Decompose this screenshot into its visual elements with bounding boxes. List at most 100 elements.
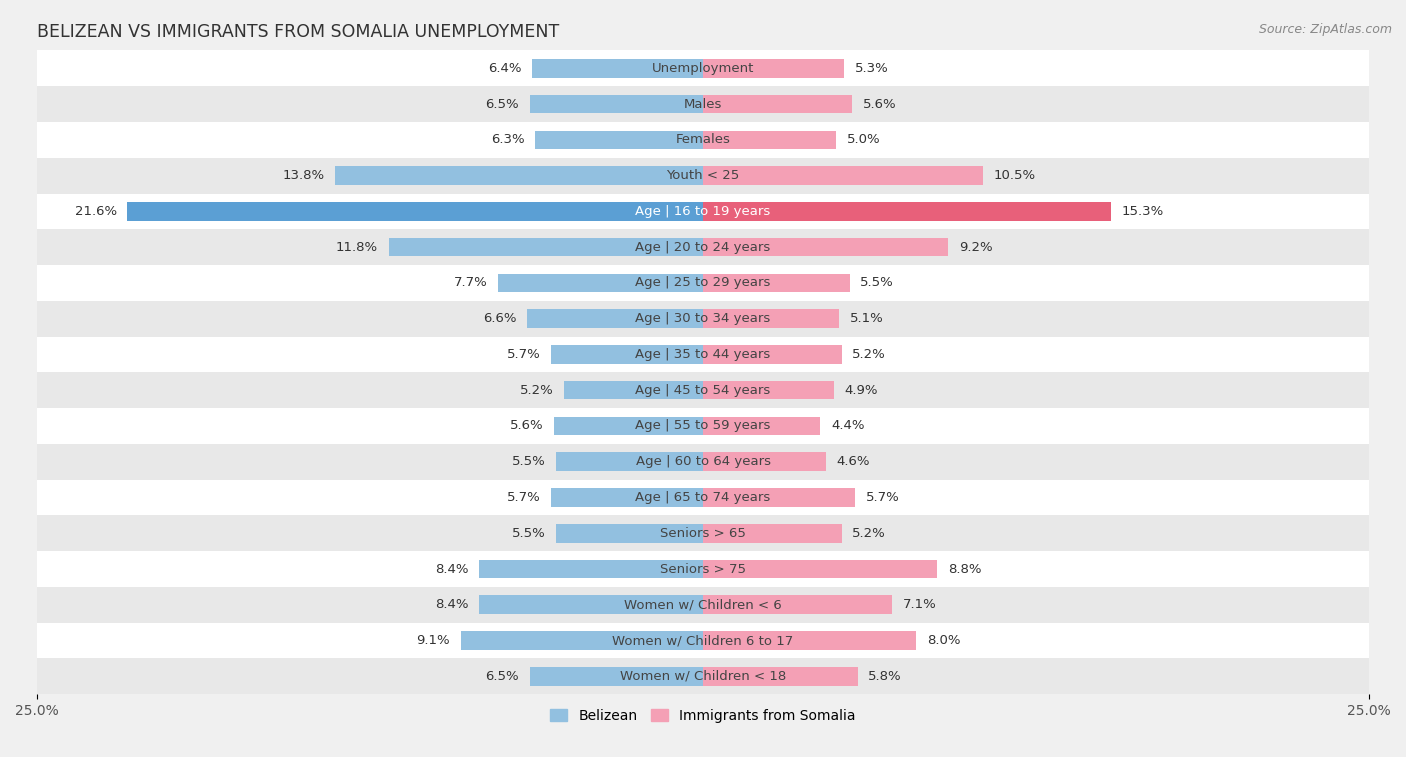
Bar [37, 265, 1369, 301]
Bar [37, 194, 1369, 229]
Text: 5.3%: 5.3% [855, 62, 889, 75]
Bar [703, 167, 983, 185]
Text: Women w/ Children 6 to 17: Women w/ Children 6 to 17 [613, 634, 793, 647]
Bar [37, 157, 1369, 194]
Bar [703, 202, 1111, 221]
Text: 4.4%: 4.4% [831, 419, 865, 432]
Bar [557, 524, 703, 543]
Text: Age | 30 to 34 years: Age | 30 to 34 years [636, 312, 770, 326]
Text: 6.5%: 6.5% [485, 98, 519, 111]
Text: Age | 60 to 64 years: Age | 60 to 64 years [636, 455, 770, 469]
Bar [703, 488, 855, 506]
Bar [530, 667, 703, 686]
Bar [37, 659, 1369, 694]
Text: Youth < 25: Youth < 25 [666, 169, 740, 182]
Text: Females: Females [675, 133, 731, 146]
Text: 21.6%: 21.6% [75, 205, 117, 218]
Bar [554, 416, 703, 435]
Text: Seniors > 65: Seniors > 65 [659, 527, 747, 540]
Bar [461, 631, 703, 650]
Text: 9.1%: 9.1% [416, 634, 450, 647]
Text: 5.5%: 5.5% [860, 276, 894, 289]
Bar [37, 444, 1369, 480]
Text: 6.3%: 6.3% [491, 133, 524, 146]
Bar [335, 167, 703, 185]
Bar [703, 596, 893, 614]
Bar [703, 453, 825, 471]
Text: 8.0%: 8.0% [927, 634, 960, 647]
Text: Age | 45 to 54 years: Age | 45 to 54 years [636, 384, 770, 397]
Bar [530, 95, 703, 114]
Bar [703, 59, 844, 78]
Bar [37, 408, 1369, 444]
Bar [703, 345, 842, 363]
Text: 6.5%: 6.5% [485, 670, 519, 683]
Text: Source: ZipAtlas.com: Source: ZipAtlas.com [1258, 23, 1392, 36]
Bar [703, 524, 842, 543]
Bar [37, 372, 1369, 408]
Text: 5.8%: 5.8% [868, 670, 901, 683]
Bar [703, 559, 938, 578]
Bar [536, 130, 703, 149]
Bar [551, 488, 703, 506]
Bar [479, 596, 703, 614]
Text: BELIZEAN VS IMMIGRANTS FROM SOMALIA UNEMPLOYMENT: BELIZEAN VS IMMIGRANTS FROM SOMALIA UNEM… [37, 23, 560, 41]
Text: Age | 55 to 59 years: Age | 55 to 59 years [636, 419, 770, 432]
Text: Unemployment: Unemployment [652, 62, 754, 75]
Text: 8.8%: 8.8% [948, 562, 981, 575]
Bar [37, 229, 1369, 265]
Text: 5.2%: 5.2% [852, 348, 886, 361]
Bar [37, 587, 1369, 623]
Text: Age | 65 to 74 years: Age | 65 to 74 years [636, 491, 770, 504]
Text: 5.7%: 5.7% [866, 491, 900, 504]
Bar [703, 273, 849, 292]
Bar [703, 416, 820, 435]
Bar [703, 631, 917, 650]
Bar [527, 310, 703, 328]
Text: 7.7%: 7.7% [453, 276, 486, 289]
Bar [498, 273, 703, 292]
Text: 5.7%: 5.7% [506, 348, 540, 361]
Bar [703, 238, 948, 257]
Text: 5.5%: 5.5% [512, 527, 546, 540]
Text: 8.4%: 8.4% [434, 598, 468, 611]
Bar [37, 480, 1369, 516]
Text: 8.4%: 8.4% [434, 562, 468, 575]
Bar [37, 337, 1369, 372]
Text: 4.9%: 4.9% [844, 384, 877, 397]
Bar [479, 559, 703, 578]
Bar [703, 667, 858, 686]
Bar [703, 381, 834, 400]
Text: 11.8%: 11.8% [336, 241, 378, 254]
Text: 5.6%: 5.6% [509, 419, 543, 432]
Bar [37, 551, 1369, 587]
Text: 5.5%: 5.5% [512, 455, 546, 469]
Text: 5.0%: 5.0% [846, 133, 880, 146]
Bar [37, 623, 1369, 659]
Text: 10.5%: 10.5% [994, 169, 1036, 182]
Text: Age | 35 to 44 years: Age | 35 to 44 years [636, 348, 770, 361]
Text: 5.7%: 5.7% [506, 491, 540, 504]
Text: Age | 16 to 19 years: Age | 16 to 19 years [636, 205, 770, 218]
Bar [703, 310, 839, 328]
Bar [564, 381, 703, 400]
Text: 7.1%: 7.1% [903, 598, 936, 611]
Bar [37, 122, 1369, 157]
Text: Women w/ Children < 6: Women w/ Children < 6 [624, 598, 782, 611]
Text: 5.1%: 5.1% [849, 312, 883, 326]
Text: Age | 25 to 29 years: Age | 25 to 29 years [636, 276, 770, 289]
Bar [388, 238, 703, 257]
Bar [557, 453, 703, 471]
Bar [37, 86, 1369, 122]
Text: 6.4%: 6.4% [488, 62, 522, 75]
Text: 5.6%: 5.6% [863, 98, 897, 111]
Text: Women w/ Children < 18: Women w/ Children < 18 [620, 670, 786, 683]
Text: Age | 20 to 24 years: Age | 20 to 24 years [636, 241, 770, 254]
Text: 5.2%: 5.2% [852, 527, 886, 540]
Bar [37, 516, 1369, 551]
Legend: Belizean, Immigrants from Somalia: Belizean, Immigrants from Somalia [551, 709, 855, 723]
Bar [703, 130, 837, 149]
Text: 4.6%: 4.6% [837, 455, 870, 469]
Bar [37, 51, 1369, 86]
Bar [703, 95, 852, 114]
